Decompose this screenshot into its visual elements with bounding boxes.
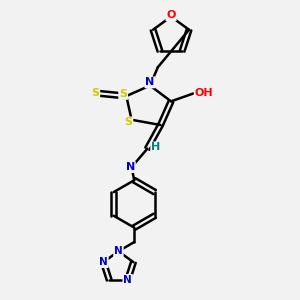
Text: O: O <box>167 10 176 20</box>
Text: N: N <box>146 77 154 87</box>
Text: S: S <box>91 88 99 98</box>
Text: N: N <box>126 162 135 172</box>
Text: OH: OH <box>195 88 213 98</box>
Text: S: S <box>124 117 132 128</box>
Text: N: N <box>114 246 123 256</box>
Text: S: S <box>119 89 127 99</box>
Text: N: N <box>99 257 108 267</box>
Text: N: N <box>123 275 132 285</box>
Text: H: H <box>151 142 160 152</box>
